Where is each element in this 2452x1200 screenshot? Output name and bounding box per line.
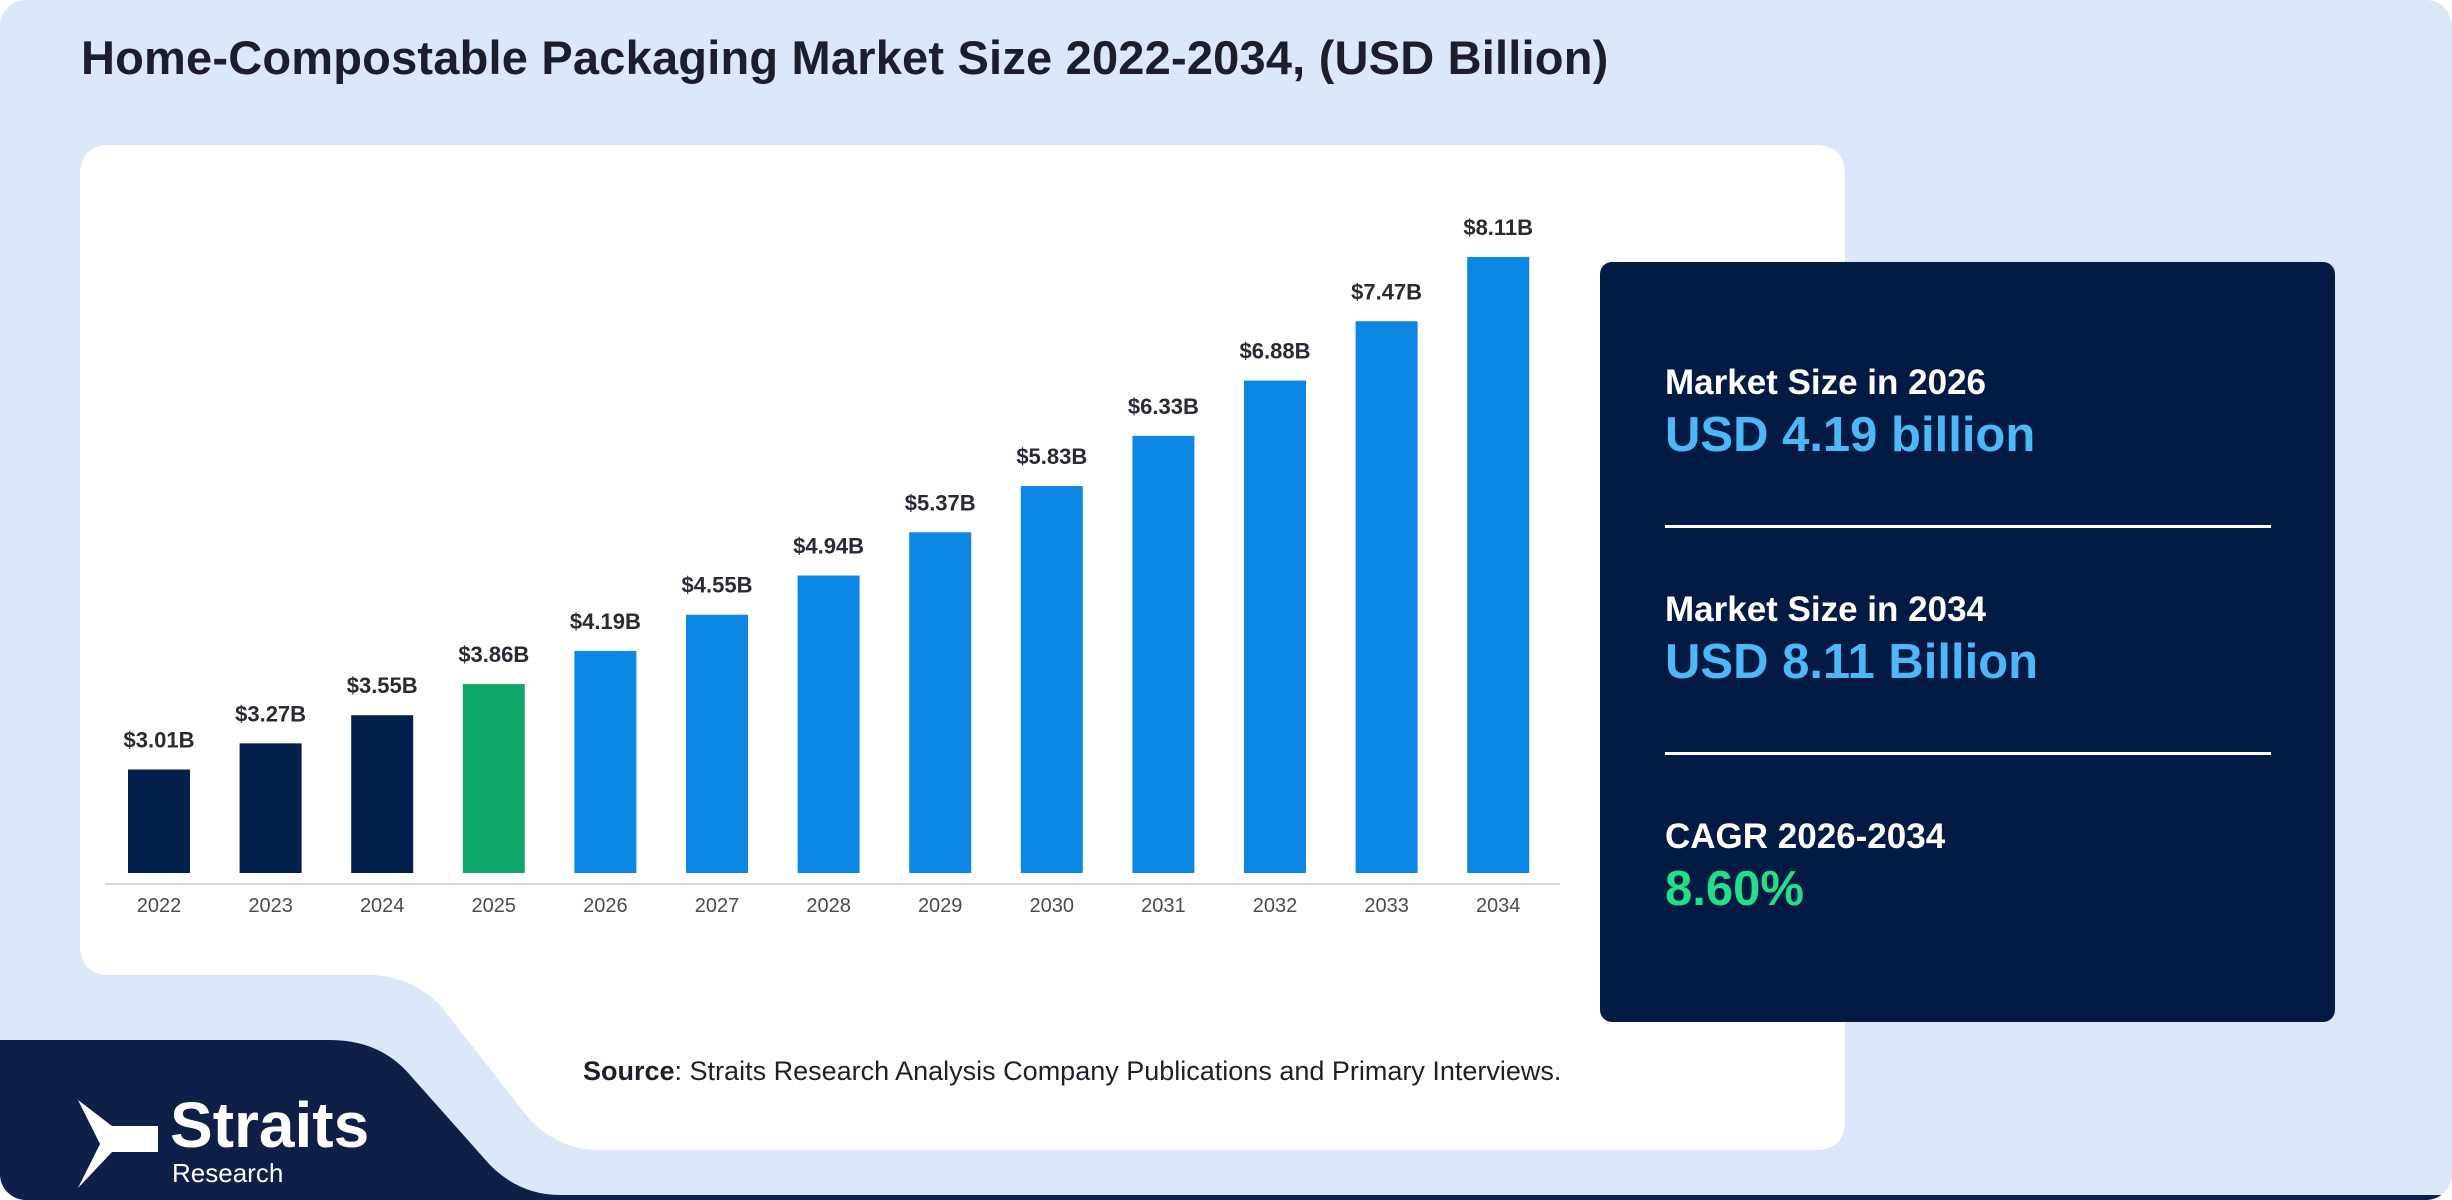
x-tick-2031: 2031 (1141, 895, 1186, 917)
value-label-2027: $4.55B (682, 573, 753, 598)
x-tick-2027: 2027 (695, 895, 740, 917)
bar-2034 (1467, 256, 1530, 873)
x-tick-2029: 2029 (918, 895, 963, 917)
bar-2029 (909, 532, 972, 873)
stat-cagr: CAGR 2026-2034 8.60% (1665, 817, 1945, 917)
bar-2028 (797, 575, 860, 873)
value-label-2033: $7.47B (1351, 279, 1422, 304)
stat-divider (1665, 525, 2271, 528)
x-tick-2032: 2032 (1253, 895, 1298, 917)
stat-label: CAGR 2026-2034 (1665, 817, 1946, 856)
stat-value: USD 4.19 billion (1665, 408, 2036, 462)
x-tick-2024: 2024 (360, 895, 405, 917)
value-label-2025: $3.86B (458, 642, 529, 667)
bar-2033 (1355, 321, 1418, 873)
value-label-2022: $3.01B (124, 727, 195, 752)
stat-value: USD 8.11 Billion (1665, 635, 2039, 689)
stat-market-size-2026: Market Size in 2026 USD 4.19 billion (1665, 363, 2035, 463)
key-stats-panel: Market Size in 2026 USD 4.19 billion Mar… (1600, 262, 2335, 1022)
value-label-2031: $6.33B (1128, 394, 1199, 419)
bar-2023 (239, 743, 302, 873)
bars-group: $3.01B 2022 $3.27B 2023 $3.55B 2024 $3.86B 2025… (124, 215, 1534, 917)
value-label-2030: $5.83B (1016, 444, 1087, 469)
page-title: Home-Compostable Packaging Market Size 2… (81, 31, 1609, 84)
stat-divider (1665, 752, 2271, 755)
x-tick-2022: 2022 (137, 895, 182, 917)
x-tick-2034: 2034 (1476, 895, 1521, 917)
x-tick-2026: 2026 (583, 895, 628, 917)
bar-2025 (462, 684, 525, 873)
logo-subtitle: Research (172, 1158, 284, 1188)
value-label-2023: $3.27B (235, 701, 306, 726)
bar-2027 (686, 614, 748, 873)
value-label-2024: $3.55B (347, 673, 418, 698)
x-tick-2030: 2030 (1030, 895, 1075, 917)
x-tick-2025: 2025 (472, 895, 517, 917)
source-text: : Straits Research Analysis Company Publ… (674, 1056, 1562, 1086)
value-label-2034: $8.11B (1463, 215, 1533, 240)
logo-wordmark: Straits (170, 1089, 370, 1161)
bar-2024 (351, 715, 414, 873)
stat-label: Market Size in 2034 (1665, 590, 1986, 629)
stat-market-size-2034: Market Size in 2034 USD 8.11 Billion (1665, 590, 2038, 690)
value-label-2029: $5.37B (905, 490, 976, 515)
footer-band (0, 1040, 2452, 1200)
source-note: Source: Straits Research Analysis Compan… (583, 1056, 1561, 1087)
bar-2022 (128, 769, 190, 873)
bar-2032 (1244, 380, 1306, 873)
x-tick-2033: 2033 (1364, 895, 1409, 917)
value-label-2032: $6.88B (1240, 339, 1311, 364)
value-label-2028: $4.94B (793, 534, 864, 559)
source-bold: Source (583, 1056, 675, 1086)
x-tick-2023: 2023 (248, 895, 293, 917)
stat-value: 8.60% (1665, 862, 1804, 916)
bar-2026 (574, 650, 637, 873)
bar-2030 (1020, 486, 1083, 873)
bar-2031 (1132, 435, 1195, 873)
straits-arrow-icon (78, 1100, 158, 1188)
x-tick-2028: 2028 (806, 895, 851, 917)
stat-label: Market Size in 2026 (1665, 363, 1986, 402)
value-label-2026: $4.19B (570, 609, 641, 634)
